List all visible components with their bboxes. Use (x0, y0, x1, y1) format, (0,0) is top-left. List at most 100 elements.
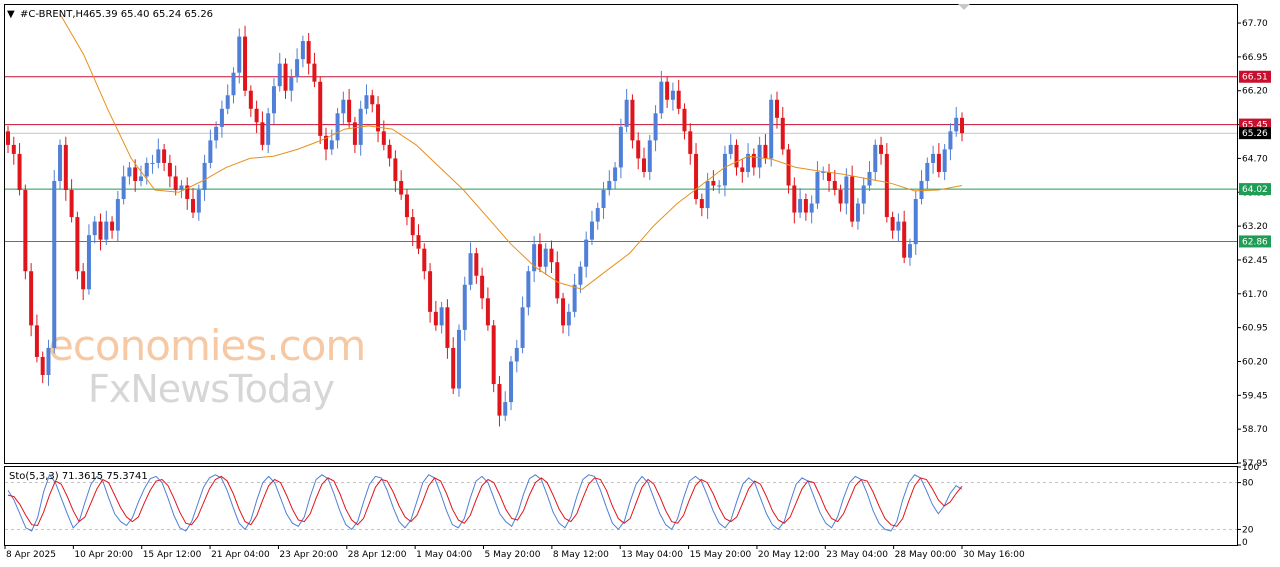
candle (653, 105, 658, 152)
stoch-label: Sto(5,3,3) 71.3615 75.3741 (9, 471, 148, 482)
candle-body (121, 176, 126, 200)
candle (769, 94, 774, 167)
candle-body (746, 153, 751, 172)
candle-body (277, 63, 282, 87)
candle (948, 123, 953, 161)
candle (150, 154, 155, 174)
candle-body (925, 162, 930, 181)
candle-body (480, 275, 485, 299)
candle (861, 177, 866, 215)
candle-body (792, 185, 797, 213)
candle (248, 85, 253, 117)
candle (543, 243, 548, 275)
candle (17, 143, 22, 196)
candle-body (381, 131, 386, 145)
candle-body (404, 194, 409, 218)
candle-body (815, 171, 820, 204)
candle-body (318, 81, 323, 136)
candle (104, 210, 109, 246)
chart-symbol: #C-BRENT,H4 (20, 9, 89, 20)
candle-body (537, 244, 542, 267)
candle (803, 193, 808, 221)
candle-body (589, 221, 594, 240)
candle (121, 165, 126, 205)
candle-body (283, 63, 288, 91)
candle-body (364, 95, 369, 109)
candle-body (613, 167, 618, 181)
candle (433, 301, 438, 331)
candle-body (520, 307, 525, 348)
candle (34, 314, 39, 363)
candle-body (341, 99, 346, 114)
candle-body (561, 298, 566, 326)
candle (838, 184, 843, 212)
candle (410, 208, 415, 246)
candle-body (110, 221, 115, 231)
x-tick-label: 15 May 20:00 (690, 550, 752, 560)
candle-body (485, 298, 490, 326)
candle (855, 198, 860, 230)
candle (821, 166, 826, 181)
candle-body (456, 329, 461, 389)
candle (404, 189, 409, 226)
candle (578, 261, 583, 293)
candle (485, 287, 490, 331)
candle (942, 143, 947, 181)
candle-body (167, 162, 172, 177)
x-tick-label: 30 May 16:00 (963, 550, 1025, 560)
x-tick-label: 8 Apr 2025 (6, 550, 56, 560)
stochastic-oscillator (5, 473, 1237, 532)
candle-body (156, 149, 161, 163)
candle (445, 299, 450, 359)
candle-body (11, 144, 16, 154)
candle (561, 292, 566, 334)
candle (815, 161, 820, 209)
candle-body (29, 271, 34, 326)
candle-body (260, 122, 265, 145)
candle (682, 103, 687, 140)
candle-body (202, 162, 207, 191)
main-plot-frame (4, 4, 1238, 464)
candle-body (393, 158, 398, 181)
candle-body (214, 126, 219, 141)
candle (110, 216, 115, 239)
candle (306, 32, 311, 75)
candle (936, 143, 941, 178)
candle (792, 177, 797, 224)
scroll-marker-icon[interactable] (958, 4, 970, 10)
y-tick-label: 60.20 (1242, 357, 1268, 367)
candle-body (688, 131, 693, 154)
candle-body (462, 284, 467, 330)
candle (532, 236, 537, 283)
candle (774, 91, 779, 129)
candle (271, 78, 276, 125)
candle-body (243, 36, 248, 91)
candle-body (954, 117, 959, 132)
candle-body (786, 149, 791, 186)
candle (746, 143, 751, 178)
candle (566, 303, 571, 337)
price-tag-current-label: 65.26 (1242, 129, 1268, 139)
y-tick-label: 62.45 (1242, 256, 1268, 266)
candle-body (150, 162, 155, 164)
candle-body (838, 190, 843, 204)
candle-body (821, 171, 826, 173)
candle-body (572, 284, 577, 312)
candle-body (347, 99, 352, 123)
candle (46, 339, 51, 386)
candle-body (850, 176, 855, 222)
candle (75, 211, 80, 280)
dropdown-arrow-icon[interactable]: ▼ (7, 9, 15, 20)
candle-body (266, 113, 271, 145)
x-tick-label: 23 Apr 20:00 (279, 550, 338, 560)
candle (381, 120, 386, 151)
candle-body (942, 149, 947, 172)
y-tick-label: 66.95 (1242, 53, 1268, 63)
candle-body (428, 271, 433, 312)
candle-body (595, 208, 600, 222)
candle-body (104, 221, 109, 240)
candle-body (873, 144, 878, 172)
candle (376, 96, 381, 143)
candle (468, 242, 473, 291)
